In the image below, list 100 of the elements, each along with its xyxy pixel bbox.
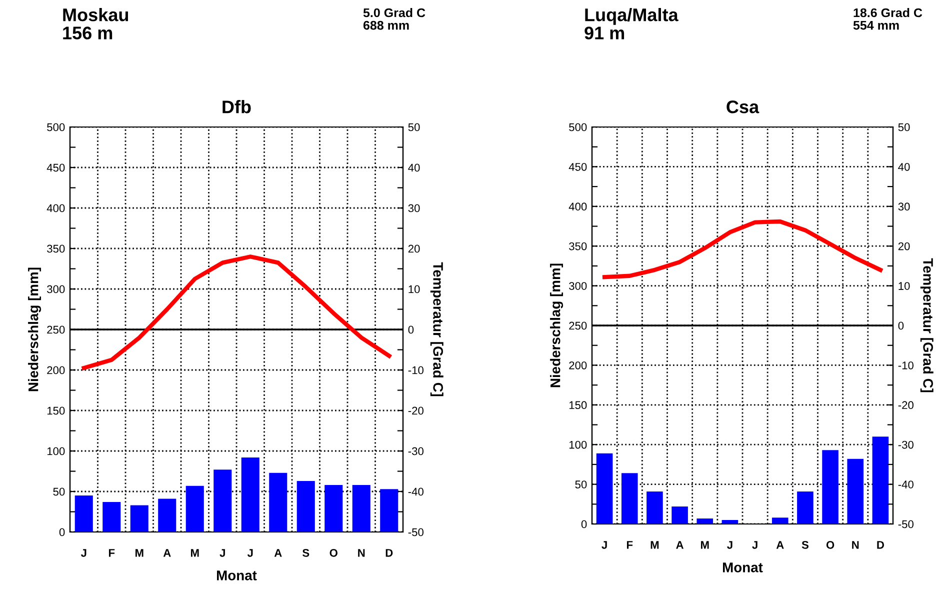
y-tick-label: 450 [568, 162, 587, 171]
x-tick-label: J [220, 549, 225, 557]
x-tick-label: J [80, 549, 86, 557]
y2-tick-label: 0 [898, 322, 904, 330]
x-tick-label: N [358, 549, 365, 557]
text: Moskau 156 m [63, 8, 128, 40]
x-tick-label: A [676, 541, 684, 549]
x-tick-label: A [163, 549, 171, 557]
y-axis-title: Niederschlag [mm] [28, 268, 42, 392]
x-axis-title: Monat [722, 562, 763, 572]
y-tick-label: 300 [47, 285, 65, 294]
line-series [602, 219, 883, 280]
y-tick-label: 500 [569, 123, 587, 132]
bar [296, 480, 315, 532]
y2-tick-label: -20 [408, 406, 424, 415]
y-tick-label: 250 [47, 326, 65, 334]
y-tick-label: 400 [568, 202, 587, 211]
y-tick-label: 350 [47, 244, 65, 253]
y-tick-label: 100 [47, 447, 65, 456]
y-tick-label: 400 [46, 204, 65, 212]
y-tick-label: 50 [575, 480, 587, 488]
bar [646, 491, 663, 524]
y-tick-label: 450 [46, 164, 65, 172]
y2-tick-label: 40 [898, 162, 910, 171]
y2-tick-label: 20 [898, 242, 910, 250]
text: Luqa/Malta 91 m [584, 8, 678, 40]
bar [324, 485, 343, 532]
y2-tick-label: -20 [898, 401, 914, 410]
x-tick-label: A [274, 549, 282, 557]
x-tick-label: J [602, 541, 607, 549]
text: 18.6 Grad C 554 mm [853, 8, 922, 30]
y2-tick-label: -40 [898, 480, 914, 488]
x-tick-label: M [190, 549, 199, 557]
chart-title: Dfb [222, 100, 251, 114]
y2-tick-label: 30 [408, 204, 420, 212]
x-tick-label: J [752, 541, 758, 549]
x-tick-label: F [626, 541, 633, 549]
line-series [82, 254, 392, 370]
x-tick-label: M [650, 541, 659, 549]
bar [772, 518, 788, 524]
y-axis-title: Niederschlag [mm] [550, 264, 564, 388]
y2-tick-label: 50 [898, 123, 910, 132]
bar [130, 505, 148, 532]
bar [872, 436, 889, 524]
y2-axis-title: Temperatur [Grad C] [920, 258, 934, 392]
bar [102, 502, 121, 532]
bar [797, 491, 814, 524]
bar [241, 457, 260, 532]
x-tick-label: F [108, 549, 115, 557]
x-tick-label: M [135, 549, 144, 557]
x-tick-label: O [330, 548, 338, 557]
bar [596, 453, 613, 524]
chart-title: Csa [726, 100, 760, 114]
bar [696, 518, 714, 524]
y2-tick-label: -30 [408, 447, 424, 456]
x-tick-label: M [700, 541, 709, 549]
x-tick-label: S [802, 540, 808, 549]
y-tick-label: 200 [47, 366, 65, 374]
y-tick-label: 150 [47, 406, 65, 415]
y-tick-label: 150 [569, 401, 587, 410]
x-axis-title: Monat [216, 570, 257, 580]
x-tick-label: D [877, 541, 884, 549]
y-tick-label: 50 [53, 488, 65, 496]
y2-tick-label: -10 [408, 366, 424, 374]
x-tick-label: J [247, 549, 253, 557]
bar [74, 496, 93, 532]
y2-tick-label: -40 [408, 488, 424, 496]
y2-tick-label: -10 [898, 361, 914, 370]
y2-tick-label: -50 [408, 528, 424, 536]
bar [847, 458, 864, 524]
text: 5.0 Grad C 688 mm [363, 8, 426, 30]
y2-tick-label: 10 [408, 285, 420, 294]
y2-tick-label: 0 [408, 326, 414, 334]
bar [186, 486, 204, 532]
bar [621, 473, 638, 524]
y2-tick-label: 10 [898, 282, 910, 290]
x-tick-label: O [826, 540, 834, 549]
x-tick-label: S [302, 548, 310, 557]
y2-tick-label: -30 [898, 440, 914, 449]
y-tick-label: 200 [569, 361, 587, 370]
bar [672, 506, 688, 524]
y-tick-label: 500 [47, 123, 65, 132]
x-tick-label: D [386, 549, 393, 557]
x-tick-label: A [776, 541, 784, 549]
y-tick-label: 250 [569, 322, 587, 330]
y-tick-label: 0 [59, 528, 65, 536]
bar [214, 470, 232, 532]
y2-tick-label: -50 [898, 520, 914, 528]
y-tick-label: 350 [569, 242, 587, 250]
y2-tick-label: 30 [898, 202, 910, 211]
bar [158, 498, 176, 532]
x-tick-label: N [852, 541, 859, 549]
bar [822, 450, 838, 524]
bar [269, 472, 288, 532]
y-tick-label: 300 [569, 282, 587, 290]
y2-tick-label: 20 [408, 244, 420, 253]
x-tick-label: J [727, 541, 732, 549]
y-tick-label: 0 [581, 520, 587, 528]
bar [380, 489, 398, 532]
y-tick-label: 100 [569, 440, 587, 449]
